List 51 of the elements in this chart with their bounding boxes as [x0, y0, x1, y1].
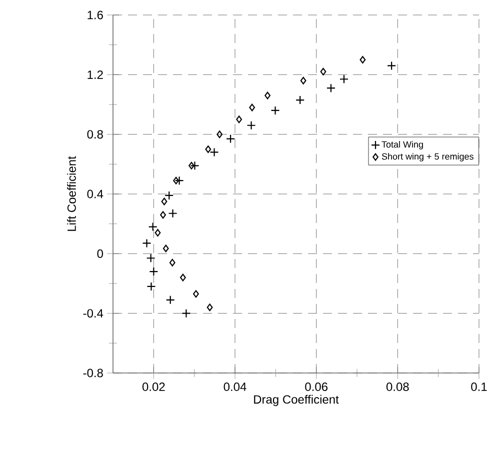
point: [162, 244, 169, 252]
point: [180, 274, 186, 282]
point: [146, 282, 156, 292]
y-tick-label: -0.4: [83, 309, 104, 318]
point: [149, 267, 158, 276]
y-tick-label: 1.2: [88, 70, 103, 79]
x-tick-label: 0.08: [386, 382, 409, 392]
point: [193, 290, 199, 298]
point: [216, 130, 222, 138]
point: [206, 304, 213, 312]
point: [226, 134, 236, 144]
point: [205, 145, 212, 153]
point: [326, 84, 336, 93]
legend-label: Short wing + 5 remiges: [382, 153, 474, 162]
point: [320, 68, 326, 76]
point: [264, 92, 270, 100]
y-tick-label: 0.8: [87, 130, 103, 139]
point: [154, 229, 161, 237]
point: [168, 208, 178, 218]
point: [300, 76, 306, 84]
y-tick-label: 0: [97, 249, 104, 258]
y-tick-label: 0.4: [87, 190, 104, 198]
point: [210, 148, 219, 157]
point: [166, 295, 175, 304]
point: [169, 258, 176, 266]
point: [270, 106, 280, 116]
point: [249, 104, 256, 112]
y-tick-label: 1.6: [88, 10, 103, 20]
point: [146, 254, 156, 263]
legend-label: Total Wing: [382, 141, 423, 150]
x-tick-label: 0.02: [142, 382, 165, 392]
y-axis-title: Lift Coefficient: [67, 156, 76, 231]
point: [188, 162, 194, 170]
point: [387, 61, 396, 70]
point: [173, 176, 179, 184]
x-tick-label: 0.1: [471, 382, 487, 392]
point: [148, 222, 158, 232]
point: [142, 238, 152, 248]
point: [174, 176, 184, 186]
point: [160, 211, 166, 219]
point: [339, 74, 349, 84]
point: [182, 308, 191, 318]
x-axis-title: Drag Coefficient: [254, 394, 339, 406]
point: [296, 95, 305, 105]
y-tick-label: -0.8: [83, 368, 103, 378]
point: [360, 56, 366, 64]
point: [246, 120, 256, 130]
point: [190, 161, 200, 170]
x-tick-label: 0.06: [305, 382, 328, 392]
point: [236, 116, 242, 124]
x-tick-label: 0.04: [224, 382, 246, 392]
